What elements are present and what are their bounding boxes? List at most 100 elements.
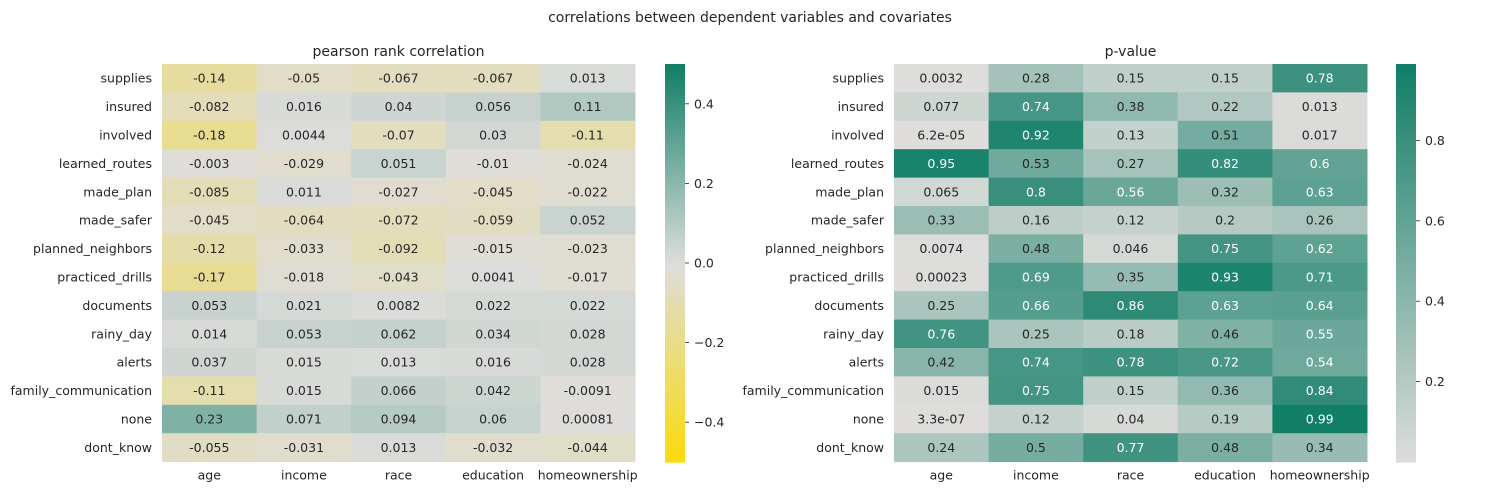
row-label: practiced_drills — [57, 270, 152, 285]
heatmap-cell — [1083, 404, 1179, 434]
colorbar-segment — [665, 83, 685, 87]
heatmap-cell — [162, 92, 258, 122]
colorbar-segment — [665, 406, 685, 409]
colorbar-segment — [1396, 235, 1416, 238]
cell-label: 0.017 — [1302, 128, 1338, 143]
row-label: none — [853, 412, 884, 427]
colorbar-segment — [665, 183, 685, 186]
colorbar-segment — [665, 67, 685, 71]
heatmap-cell — [162, 120, 258, 150]
colorbar-segment — [1396, 304, 1416, 308]
cell-label: 0.72 — [1211, 355, 1239, 370]
heatmap-cell — [1272, 348, 1368, 377]
cell-label: 0.19 — [1211, 412, 1239, 427]
colorbar-segment — [1396, 219, 1416, 222]
row-label: family_communication — [11, 383, 153, 398]
colorbar-segment — [665, 280, 685, 284]
colorbar-segment — [665, 115, 685, 119]
colorbar-segment — [665, 440, 685, 443]
colorbar-segment — [1396, 458, 1416, 461]
heatmap-cell — [988, 149, 1084, 179]
heatmap-cell — [162, 64, 258, 93]
colorbar-segment — [1396, 284, 1416, 288]
cell-label: 0.75 — [1022, 383, 1050, 398]
colorbar-segment — [1396, 241, 1416, 244]
heatmap-cell — [256, 348, 352, 377]
colorbar-segment — [665, 211, 685, 214]
cell-label: 0.8 — [1026, 184, 1046, 199]
row-label: family_communication — [743, 383, 885, 398]
colorbar-segment — [665, 412, 685, 415]
colorbar-segment — [1396, 344, 1416, 348]
row-label: dont_know — [816, 440, 884, 455]
heatmap-cell — [988, 376, 1084, 406]
colorbar-segment — [1396, 191, 1416, 194]
colorbar-segment — [665, 394, 685, 397]
colorbar-segment — [1396, 223, 1416, 226]
colorbar-segment — [665, 344, 685, 348]
heatmap-cell — [540, 348, 636, 377]
colorbar-segment — [665, 87, 685, 91]
cell-label: -0.045 — [189, 213, 229, 228]
cell-label: -0.031 — [284, 440, 324, 455]
colorbar-segment — [1396, 270, 1416, 274]
colorbar-segment — [665, 123, 685, 127]
heatmap-cell — [894, 262, 990, 292]
cell-label: 0.12 — [1117, 213, 1145, 228]
colorbar-segment — [665, 376, 685, 380]
colorbar-segment — [665, 193, 685, 196]
colorbar-segment — [665, 167, 685, 171]
heatmap-cell — [162, 376, 258, 406]
colorbar-segment — [1396, 426, 1416, 429]
heatmap-cell — [256, 64, 352, 93]
colorbar-segment — [1396, 137, 1416, 141]
colorbar-segment — [665, 348, 685, 352]
colorbar-segment — [665, 241, 685, 244]
heatmap-cell — [256, 120, 352, 150]
cell-label: 0.18 — [1117, 326, 1145, 341]
colorbar-segment — [665, 75, 685, 79]
colorbar-segment — [665, 253, 685, 256]
colorbar-segment — [665, 99, 685, 103]
colorbar-segment — [1396, 346, 1416, 350]
colorbar-segment — [1396, 452, 1416, 455]
heatmap-cell — [540, 64, 636, 93]
charts: pearson rank correlation -0.14 -0.05 -0.067… — [11, 44, 1445, 483]
cell-label: 0.2 — [1215, 213, 1235, 228]
heatmap-cell — [445, 234, 541, 264]
colorbar-segment — [1396, 330, 1416, 334]
colorbar-segment — [1396, 402, 1416, 405]
cell-label: -0.12 — [193, 241, 225, 256]
heatmap-cell — [445, 348, 541, 377]
colorbar-segment — [1396, 342, 1416, 346]
colorbar-segment — [665, 374, 685, 378]
colorbar-segment — [1396, 139, 1416, 143]
heatmap-cell — [894, 206, 990, 235]
colorbar-segment — [665, 392, 685, 395]
colorbar-segment — [1396, 438, 1416, 441]
colorbar-segment — [665, 117, 685, 121]
colorbar-segment — [665, 213, 685, 216]
row-label: made_plan — [815, 184, 884, 199]
cell-label: -0.017 — [568, 270, 608, 285]
cell-label: 0.48 — [1022, 241, 1050, 256]
colorbar-segment — [1396, 75, 1416, 79]
row-label: involved — [99, 128, 152, 143]
colorbar-segment — [1396, 227, 1416, 230]
colorbar-segment — [1396, 231, 1416, 234]
colorbar-segment — [665, 398, 685, 401]
colorbar-segment — [665, 446, 685, 449]
colorbar-segment — [1396, 133, 1416, 137]
colorbar-segment — [1396, 161, 1416, 165]
colorbar-segment — [1396, 225, 1416, 228]
heatmap-cell — [445, 262, 541, 292]
cell-label: -0.01 — [477, 156, 509, 171]
column-label: education — [462, 468, 524, 483]
heatmap-cell — [1083, 433, 1179, 463]
colorbar-segment — [1396, 263, 1416, 266]
cell-label: 0.04 — [1117, 412, 1145, 427]
colorbar-segment — [1396, 416, 1416, 419]
row-label: learned_routes — [59, 156, 152, 171]
heatmap-cell — [988, 404, 1084, 434]
